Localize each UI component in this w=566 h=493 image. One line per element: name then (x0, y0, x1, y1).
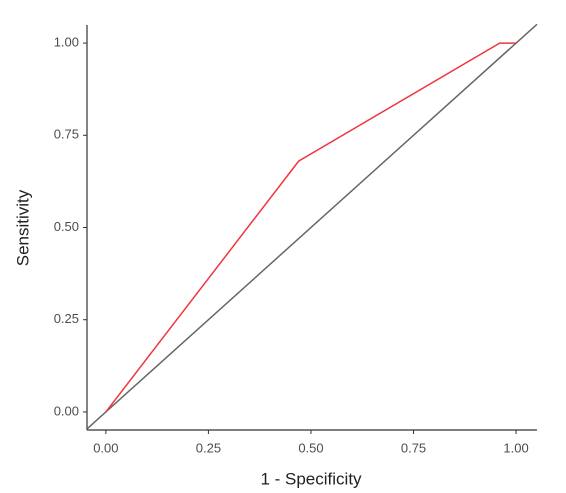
y-tick-label: 0.50 (54, 219, 79, 234)
x-tick-label: 0.25 (196, 440, 221, 455)
reference-line (86, 23, 538, 430)
x-tick-label: 0.00 (93, 440, 118, 455)
y-tick-label: 1.00 (54, 35, 79, 50)
x-tick-label: 0.50 (298, 440, 323, 455)
roc-curve (105, 42, 517, 413)
x-axis-label: 1 - Specificity (260, 469, 362, 488)
y-tick-label: 0.00 (54, 403, 79, 418)
x-tick-label: 0.75 (401, 440, 426, 455)
y-tick-label: 0.25 (54, 311, 79, 326)
y-tick-label: 0.75 (54, 127, 79, 142)
x-tick-label: 1.00 (503, 440, 528, 455)
y-axis-label: Sensitivity (13, 189, 32, 266)
